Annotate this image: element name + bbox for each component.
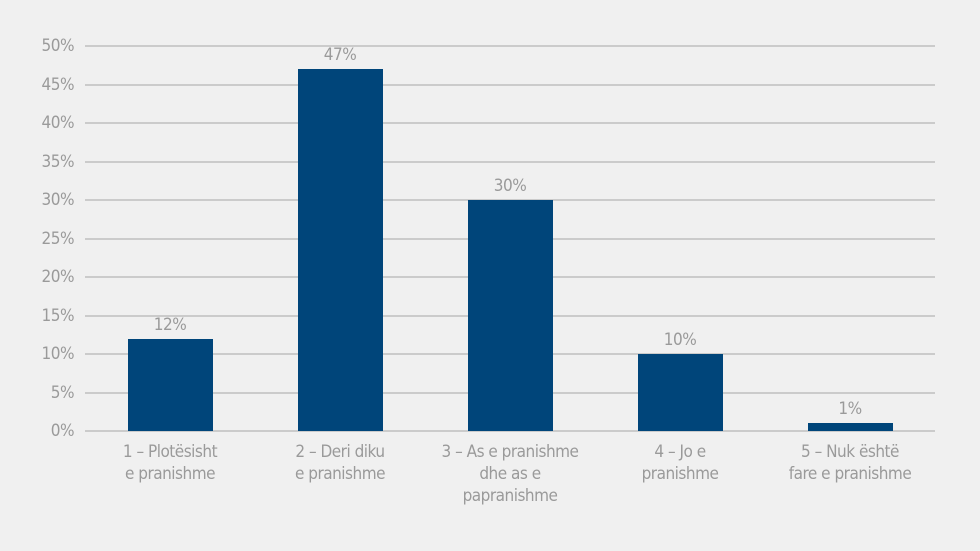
bar [637, 354, 723, 431]
bar [467, 200, 553, 431]
gridline [85, 83, 935, 86]
y-axis-tick-label: 40% [41, 113, 75, 133]
y-axis-tick-label: 10% [41, 344, 75, 364]
gridline [85, 160, 935, 163]
x-axis-label-line: 1 – Plotësisht [122, 442, 218, 462]
x-axis-label-line: 2 – Deri diku [295, 442, 385, 462]
data-label: 12% [153, 314, 187, 335]
x-axis-label-line: fare e pranishme [788, 464, 912, 484]
data-label: 47% [323, 45, 357, 66]
x-axis-category-label: 1 – Plotësisht e pranishme [80, 441, 260, 485]
x-axis-label-line: e pranishme [124, 464, 216, 484]
x-axis-label-line: 3 – As e pranishme [441, 442, 579, 462]
gridline [85, 430, 935, 432]
y-axis-tick-label: 50% [41, 36, 75, 56]
y-axis-tick-label: 20% [41, 267, 75, 287]
data-label: 1% [838, 399, 862, 420]
x-axis-label-line: papranishme [462, 486, 558, 506]
y-axis-tick-label: 35% [41, 151, 75, 172]
x-axis-category-label: 3 – As e pranishme dhe as e papranishme [420, 441, 600, 507]
y-axis-tick-label: 5% [50, 382, 75, 403]
x-axis-label-line: 4 – Jo e [654, 442, 706, 462]
y-axis-tick-label: 45% [41, 74, 75, 95]
x-axis-label-line: dhe as e [479, 464, 541, 484]
y-axis-tick-label: 30% [41, 190, 75, 210]
x-axis-label-line: 5 – Nuk është [801, 442, 899, 462]
bar [127, 338, 213, 431]
x-axis-category-label: 5 – Nuk është fare e pranishme [760, 441, 940, 485]
gridline [85, 122, 935, 124]
data-label: 30% [493, 176, 527, 196]
bar [807, 423, 893, 431]
x-axis-category-label: 4 – Jo e pranishme [590, 441, 770, 485]
x-axis-label-line: pranishme [641, 464, 719, 484]
x-axis-label-line: e pranishme [294, 464, 386, 484]
data-label: 10% [663, 330, 697, 350]
y-axis-tick-label: 15% [41, 305, 75, 326]
y-axis-tick-label: 0% [50, 421, 75, 441]
bar [297, 69, 383, 431]
y-axis-tick-label: 25% [41, 228, 75, 249]
x-axis-category-label: 2 – Deri diku e pranishme [250, 441, 430, 485]
gridline [85, 45, 935, 47]
